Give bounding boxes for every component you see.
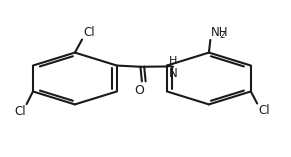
Text: NH: NH: [211, 26, 228, 39]
Text: Cl: Cl: [258, 104, 270, 117]
Text: Cl: Cl: [14, 105, 26, 118]
Text: O: O: [135, 84, 145, 97]
Text: 2: 2: [219, 31, 225, 40]
Text: H: H: [169, 56, 177, 66]
Text: N: N: [168, 67, 177, 80]
Text: Cl: Cl: [83, 26, 95, 39]
